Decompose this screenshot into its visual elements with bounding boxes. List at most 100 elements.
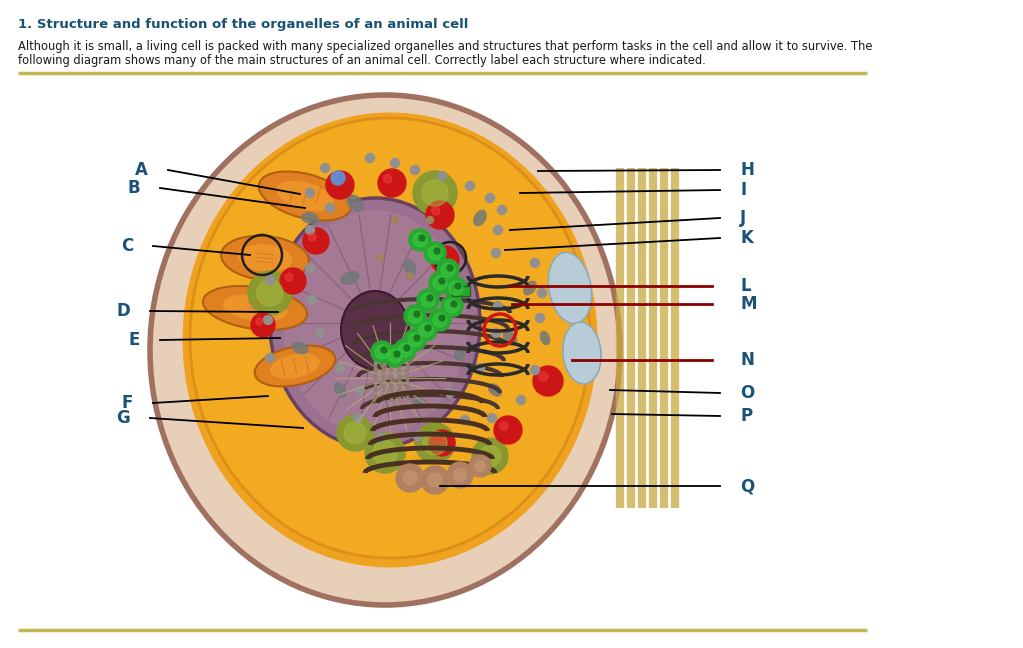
Text: following diagram shows many of the main structures of an animal cell. Correctly: following diagram shows many of the main… (18, 54, 706, 67)
Circle shape (373, 441, 397, 465)
Circle shape (455, 283, 461, 289)
Circle shape (379, 169, 406, 197)
Text: B: B (128, 179, 140, 197)
Circle shape (248, 271, 292, 315)
Circle shape (479, 445, 501, 467)
Text: N: N (740, 351, 754, 369)
Ellipse shape (412, 398, 428, 408)
Circle shape (326, 171, 354, 199)
Ellipse shape (270, 353, 320, 378)
Circle shape (303, 228, 329, 254)
Circle shape (408, 309, 422, 323)
Text: C: C (121, 237, 133, 255)
Circle shape (408, 229, 415, 237)
Ellipse shape (223, 294, 287, 321)
Circle shape (410, 165, 419, 174)
Circle shape (251, 313, 275, 337)
Circle shape (419, 235, 425, 241)
Text: F: F (122, 394, 133, 412)
Circle shape (486, 194, 494, 202)
Circle shape (376, 255, 384, 262)
Circle shape (415, 423, 455, 463)
Circle shape (438, 172, 446, 181)
Circle shape (427, 295, 433, 301)
Ellipse shape (203, 286, 307, 330)
Circle shape (384, 345, 406, 367)
Ellipse shape (276, 181, 333, 211)
Circle shape (404, 305, 426, 327)
Circle shape (266, 354, 274, 362)
Ellipse shape (341, 291, 409, 369)
Circle shape (493, 301, 502, 310)
Text: A: A (135, 161, 148, 179)
Text: O: O (740, 384, 754, 402)
Text: Although it is small, a living cell is packed with many specialized organelles a: Although it is small, a living cell is p… (18, 40, 873, 53)
Circle shape (320, 163, 329, 172)
Circle shape (433, 276, 447, 290)
Circle shape (441, 295, 463, 317)
Text: P: P (740, 407, 752, 425)
Ellipse shape (292, 341, 309, 354)
Circle shape (394, 351, 400, 357)
Circle shape (465, 181, 475, 191)
Circle shape (331, 171, 345, 185)
Circle shape (475, 461, 486, 472)
Circle shape (421, 179, 448, 206)
Circle shape (447, 462, 473, 488)
Circle shape (409, 229, 431, 251)
Circle shape (493, 226, 502, 235)
Circle shape (381, 347, 387, 353)
Circle shape (415, 319, 437, 341)
Ellipse shape (270, 198, 480, 448)
Text: L: L (740, 277, 751, 295)
Text: H: H (740, 161, 754, 179)
Circle shape (535, 314, 544, 323)
Circle shape (315, 329, 324, 338)
Circle shape (394, 339, 416, 361)
Circle shape (306, 189, 314, 198)
Circle shape (424, 242, 446, 264)
Ellipse shape (452, 292, 468, 305)
Ellipse shape (548, 252, 591, 323)
Circle shape (531, 259, 539, 268)
Ellipse shape (404, 259, 416, 277)
Circle shape (413, 171, 457, 215)
Text: I: I (740, 181, 746, 199)
Circle shape (421, 293, 435, 307)
Circle shape (428, 473, 442, 487)
Circle shape (391, 159, 400, 167)
Ellipse shape (502, 330, 518, 346)
Circle shape (531, 365, 539, 375)
Ellipse shape (488, 384, 502, 397)
Ellipse shape (347, 194, 363, 212)
Circle shape (336, 364, 345, 373)
Ellipse shape (150, 95, 620, 605)
Circle shape (396, 464, 424, 492)
Circle shape (497, 205, 506, 214)
Circle shape (488, 413, 496, 422)
Circle shape (266, 275, 274, 284)
Circle shape (392, 216, 399, 224)
Circle shape (404, 345, 410, 351)
Text: G: G (117, 409, 130, 427)
Circle shape (437, 251, 445, 260)
Circle shape (375, 434, 385, 443)
Circle shape (499, 422, 508, 430)
Circle shape (429, 430, 455, 456)
Text: M: M (740, 295, 756, 313)
Circle shape (437, 259, 459, 281)
Circle shape (539, 372, 548, 381)
Ellipse shape (301, 212, 319, 224)
Circle shape (451, 301, 457, 307)
Circle shape (308, 295, 316, 305)
Circle shape (453, 469, 466, 481)
Circle shape (264, 316, 272, 325)
Circle shape (422, 431, 447, 455)
Circle shape (280, 268, 306, 294)
Circle shape (449, 281, 463, 295)
Circle shape (419, 323, 433, 337)
Circle shape (537, 288, 546, 297)
Ellipse shape (540, 330, 550, 345)
Circle shape (533, 366, 563, 396)
Circle shape (257, 280, 283, 307)
